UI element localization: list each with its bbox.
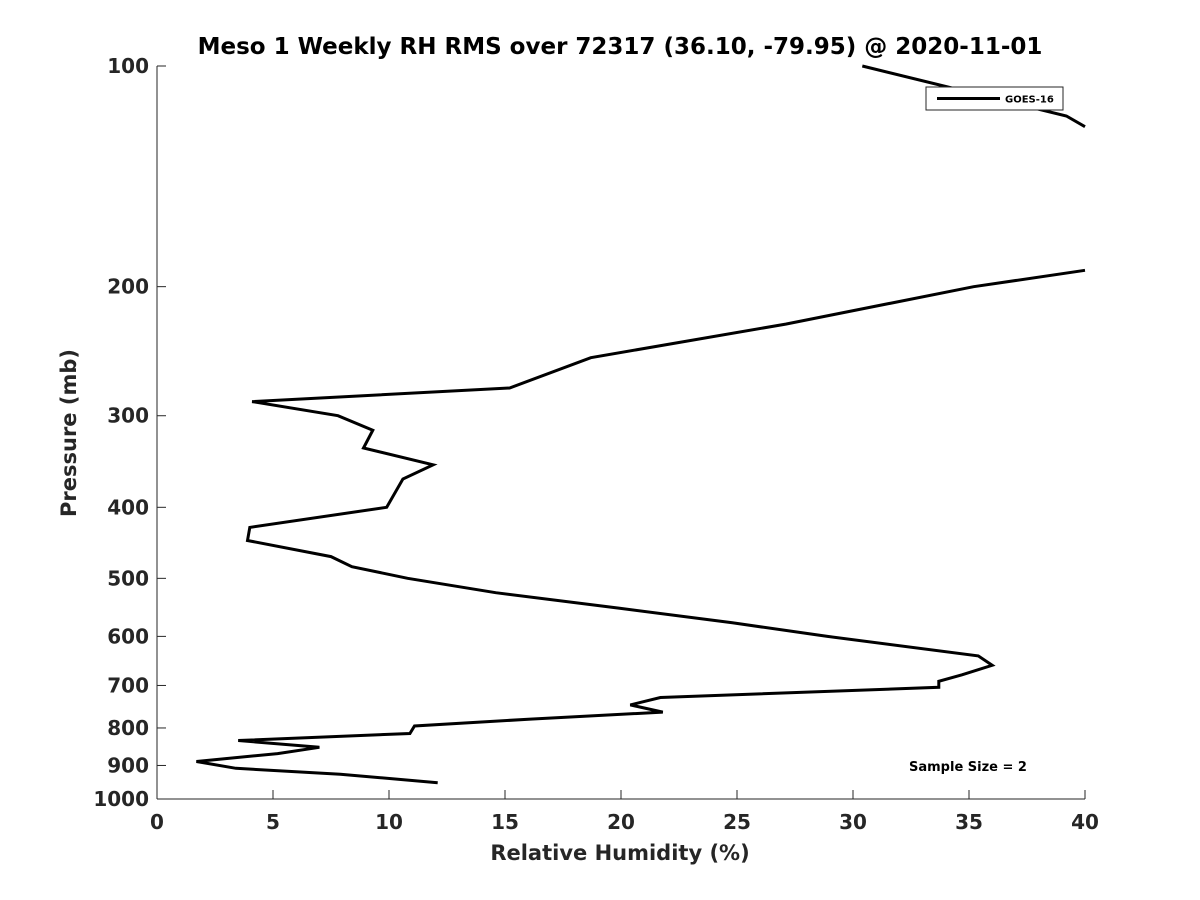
chart-title: Meso 1 Weekly RH RMS over 72317 (36.10, … xyxy=(198,34,1043,60)
x-tick-label: 35 xyxy=(955,810,983,834)
plot-area xyxy=(196,64,1086,785)
x-tick-label: 0 xyxy=(150,810,164,834)
x-axis: 0 5 10 15 20 25 30 35 40 xyxy=(150,790,1099,834)
x-tick-label: 10 xyxy=(375,810,403,834)
sample-size-annotation: Sample Size = 2 xyxy=(909,760,1027,775)
y-tick-label: 300 xyxy=(107,404,149,428)
y-tick-label: 400 xyxy=(107,495,149,519)
x-tick-label: 5 xyxy=(266,810,280,834)
y-tick-label: 800 xyxy=(107,716,149,740)
series-line-goes-16 xyxy=(861,64,1086,129)
x-tick-label: 30 xyxy=(839,810,867,834)
legend: GOES-16 xyxy=(925,86,1064,111)
x-axis-label: Relative Humidity (%) xyxy=(490,841,749,865)
y-tick-label: 500 xyxy=(107,566,149,590)
y-tick-label: 700 xyxy=(107,673,149,697)
x-tick-label: 40 xyxy=(1071,810,1099,834)
y-tick-label: 600 xyxy=(107,624,149,648)
x-tick-label: 25 xyxy=(723,810,751,834)
y-tick-label: 900 xyxy=(107,753,149,777)
x-tick-label: 15 xyxy=(491,810,519,834)
series-line-goes-16 xyxy=(196,268,1086,785)
y-tick-label: 100 xyxy=(107,54,149,78)
legend-label-goes-16: GOES-16 xyxy=(1005,95,1054,106)
y-axis-label: Pressure (mb) xyxy=(57,349,81,517)
y-tick-label: 1000 xyxy=(93,787,149,811)
x-tick-label: 20 xyxy=(607,810,635,834)
y-axis: 100 200 300 400 500 600 700 800 900 1000 xyxy=(93,54,166,811)
y-tick-label: 200 xyxy=(107,275,149,299)
